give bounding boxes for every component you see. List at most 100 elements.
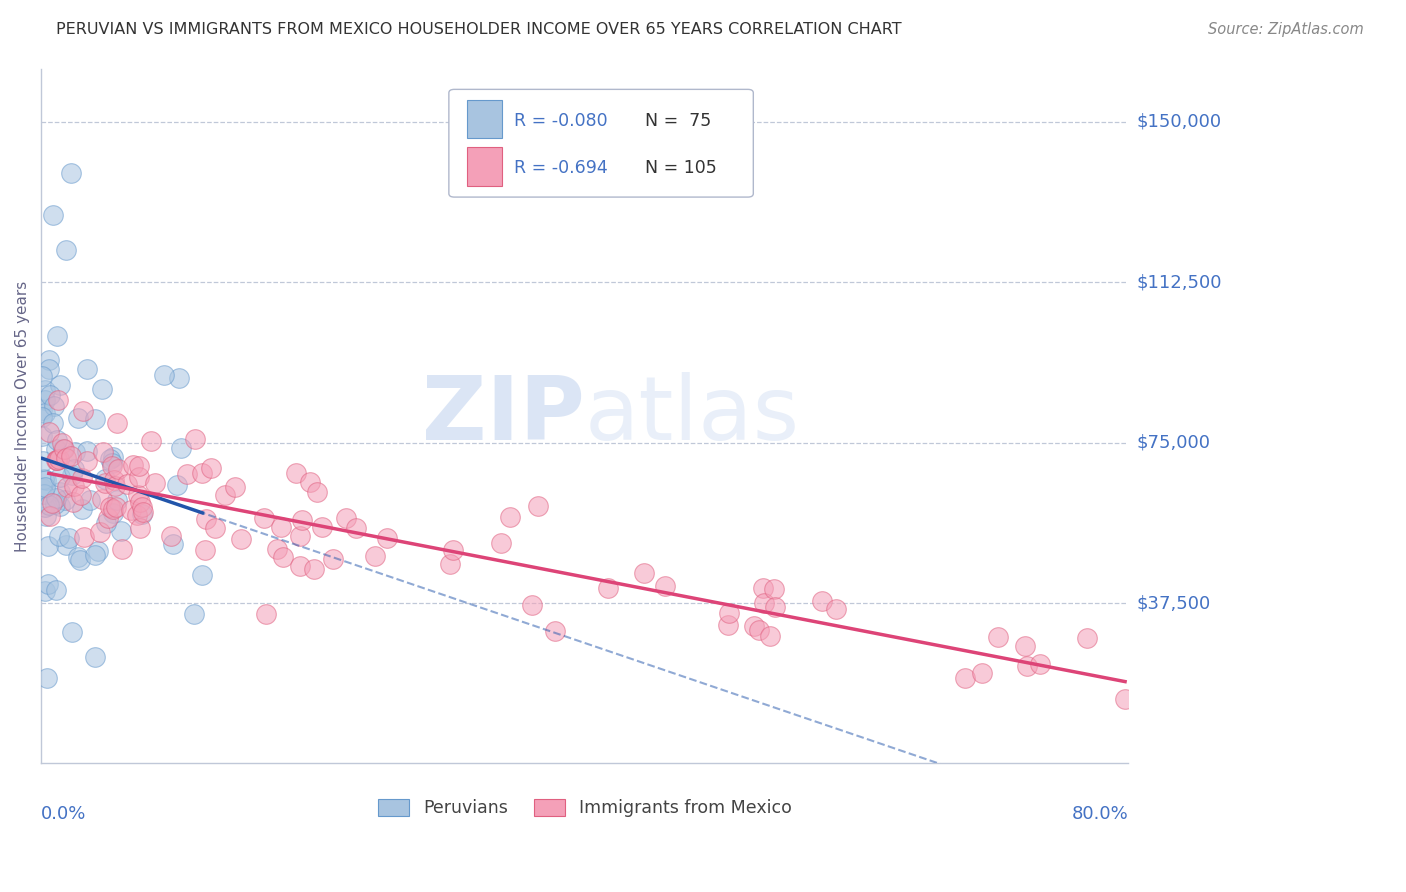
Point: [48, 470, 70, 484]
Point: [763, 599, 786, 614]
Point: [55, 450, 77, 465]
Point: [79, 493, 101, 508]
Text: N = 105: N = 105: [644, 160, 716, 178]
Point: [72, 530, 94, 544]
Point: [153, 368, 176, 382]
Point: [93, 476, 115, 491]
Point: [34, 583, 56, 598]
Point: [53, 442, 76, 456]
Point: [439, 557, 461, 571]
Point: [183, 607, 205, 622]
Point: [105, 492, 128, 507]
Text: $37,500: $37,500: [1137, 594, 1211, 612]
Point: [298, 475, 321, 489]
Point: [762, 582, 785, 596]
Point: [98, 452, 121, 467]
Point: [290, 529, 312, 543]
Point: [87, 544, 110, 558]
Point: [58, 531, 80, 545]
Point: [759, 629, 782, 643]
Point: [145, 475, 167, 490]
Point: [717, 606, 740, 620]
Point: [176, 467, 198, 481]
Point: [825, 602, 848, 616]
Point: [127, 488, 149, 502]
Text: 80.0%: 80.0%: [1071, 805, 1129, 823]
Point: [810, 593, 832, 607]
Point: [84, 649, 107, 664]
Point: [70, 501, 93, 516]
Point: [96, 516, 118, 531]
Point: [596, 581, 619, 595]
Point: [34, 383, 56, 397]
Point: [335, 511, 357, 525]
Point: [38, 508, 60, 523]
Point: [122, 458, 145, 472]
Point: [742, 619, 765, 633]
Point: [37, 577, 59, 591]
Point: [76, 444, 98, 458]
Point: [751, 581, 773, 595]
Point: [527, 499, 550, 513]
Point: [42, 416, 65, 430]
Y-axis label: Householder Income Over 65 years: Householder Income Over 65 years: [15, 280, 30, 551]
Point: [72, 404, 94, 418]
Point: [34, 500, 56, 515]
Point: [654, 579, 676, 593]
Point: [38, 425, 60, 440]
Point: [37, 539, 59, 553]
Point: [170, 441, 193, 455]
Point: [34, 508, 56, 523]
Point: [44, 496, 66, 510]
Point: [131, 507, 153, 521]
Point: [51, 435, 73, 450]
Point: [101, 456, 124, 470]
Point: [101, 450, 124, 464]
Point: [46, 453, 69, 467]
Point: [48, 452, 70, 467]
Text: R = -0.694: R = -0.694: [515, 160, 607, 178]
Point: [128, 521, 150, 535]
Point: [107, 462, 129, 476]
Point: [105, 417, 128, 431]
Point: [49, 377, 72, 392]
Point: [31, 403, 53, 417]
Point: [120, 503, 142, 517]
Point: [67, 410, 90, 425]
Point: [717, 618, 740, 632]
Point: [37, 671, 59, 685]
Point: [253, 511, 276, 525]
Point: [987, 630, 1010, 644]
Legend: Peruvians, Immigrants from Mexico: Peruvians, Immigrants from Mexico: [371, 791, 799, 824]
Point: [1029, 657, 1052, 671]
Text: R = -0.080: R = -0.080: [515, 112, 607, 130]
Point: [76, 362, 98, 376]
Point: [953, 671, 976, 685]
Point: [45, 583, 67, 598]
Text: $150,000: $150,000: [1137, 113, 1222, 131]
Point: [167, 371, 190, 385]
Point: [41, 496, 63, 510]
Point: [489, 535, 512, 549]
Point: [139, 434, 162, 449]
Text: $75,000: $75,000: [1137, 434, 1211, 451]
Point: [46, 328, 69, 343]
Point: [66, 549, 89, 564]
Point: [91, 445, 114, 459]
Point: [46, 453, 69, 467]
Point: [254, 607, 277, 621]
Text: ZIP: ZIP: [422, 373, 585, 459]
Point: [270, 520, 292, 534]
Point: [69, 552, 91, 566]
Point: [271, 550, 294, 565]
Point: [214, 488, 236, 502]
Text: atlas: atlas: [585, 373, 800, 459]
Point: [441, 542, 464, 557]
Point: [55, 538, 77, 552]
Point: [972, 666, 994, 681]
Point: [46, 434, 69, 448]
Point: [224, 480, 246, 494]
Point: [200, 461, 222, 475]
Point: [60, 166, 83, 180]
FancyBboxPatch shape: [467, 147, 502, 186]
